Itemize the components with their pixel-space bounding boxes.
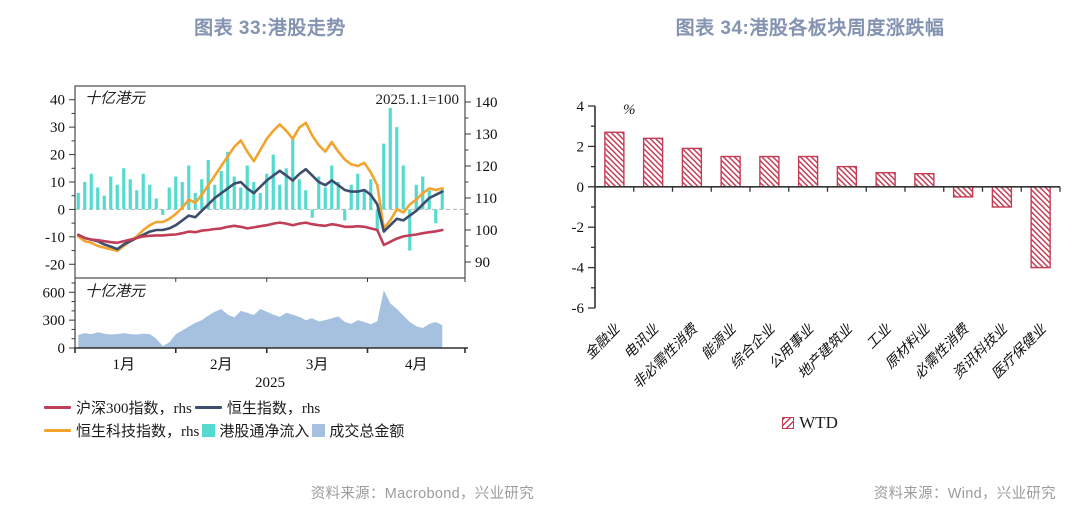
svg-text:140: 140	[475, 95, 498, 111]
svg-text:0: 0	[58, 202, 66, 218]
svg-text:300: 300	[43, 313, 66, 329]
fig33-main-plot: -20 -10 0 10 20 30 40 90 100 110 120 130 140 十亿港元 2025…	[45, 85, 498, 282]
line-series	[77, 121, 444, 253]
figure34-source: 资料来源：Wind，兴业研究	[873, 486, 1056, 502]
svg-text:600: 600	[43, 285, 66, 301]
legend-label: 恒生科技指数，rhs	[76, 424, 200, 440]
month-label: 4月	[405, 357, 428, 373]
right-axis: 90 100 110 120 130 140	[465, 95, 498, 271]
svg-text:-10: -10	[45, 230, 65, 246]
sector-label: 工业	[863, 321, 895, 353]
legend-label: 港股通净流入	[219, 424, 310, 440]
month-label: 2月	[210, 357, 233, 373]
left-axis: -20 -10 0 10 20 30 40	[45, 93, 75, 273]
legend-item: 成交总金额	[312, 420, 404, 441]
legend-square-swatch	[312, 424, 326, 437]
sector-bar	[604, 131, 625, 188]
sector-bar	[642, 137, 664, 188]
svg-text:10: 10	[50, 175, 65, 191]
legend-item: 恒生指数，rhs	[194, 397, 321, 418]
fig34-plot: -6 -4 -2 0 2 4%	[572, 99, 1061, 317]
figure34-legend: WTD	[540, 413, 1080, 433]
legend-square-swatch	[202, 424, 216, 437]
legend-line-swatch	[44, 428, 71, 433]
turnover-area	[78, 290, 443, 348]
sector-bar	[720, 155, 741, 188]
wtd-legend-label: WTD	[799, 413, 838, 432]
year-label: 2025	[255, 375, 285, 388]
month-label: 3月	[306, 357, 329, 373]
svg-text:20: 20	[50, 148, 65, 164]
legend-label: 沪深300指数，rhs	[76, 401, 192, 417]
figure34-title: 图表 34:港股各板块周度涨跌幅	[675, 18, 945, 39]
svg-text:-20: -20	[45, 257, 65, 273]
legend-item: 港股通净流入	[202, 420, 309, 441]
sector-bar	[681, 147, 703, 188]
svg-text:-4: -4	[572, 261, 585, 277]
line-series	[77, 221, 444, 247]
legend-label: 恒生指数，rhs	[226, 401, 321, 417]
wtd-bars	[604, 131, 1051, 269]
svg-text:120: 120	[475, 159, 498, 175]
legend-row: 恒生科技指数，rhs 港股通净流入 成交总金额	[44, 420, 407, 441]
svg-text:-6: -6	[572, 301, 585, 317]
svg-text:110: 110	[475, 191, 497, 207]
svg-text:30: 30	[50, 120, 65, 136]
netflow-bars	[76, 107, 444, 251]
main-plot-frame	[74, 85, 466, 279]
legend-item: 沪深300指数，rhs	[44, 397, 192, 418]
figure33-title: 图表 33:港股走势	[194, 18, 346, 39]
sector-bar	[991, 186, 1013, 208]
svg-text:130: 130	[475, 127, 498, 143]
legend-row: 沪深300指数，rhs 恒生指数，rhs	[44, 397, 407, 418]
sector-bar	[836, 165, 858, 188]
sector-bar	[952, 186, 974, 198]
svg-text:2: 2	[577, 139, 585, 155]
main-unit-label: 十亿港元	[85, 90, 146, 107]
figure33-legend: 沪深300指数，rhs 恒生指数，rhs 恒生科技指数，rhs 港股通净流入 成交总金额	[44, 397, 407, 441]
legend-label: 成交总金额	[329, 424, 405, 440]
sector-bar	[1030, 186, 1051, 269]
legend-line-swatch	[194, 405, 222, 410]
sector-bar	[914, 172, 935, 188]
legend-item: 恒生科技指数，rhs	[44, 420, 199, 441]
fig33-turnover-subplot: 0 300 600 1月 2月 3月 4月 2025 十亿港元	[43, 281, 468, 388]
sector-bar	[759, 155, 780, 188]
svg-text:90: 90	[475, 255, 490, 271]
hk-market-trend-chart: -20 -10 0 10 20 30 40 90 100 110 120 130 140 十亿港元 2025…	[43, 85, 498, 388]
figure33-source: 资料来源：Macrobond，兴业研究	[310, 486, 534, 502]
svg-text:4: 4	[577, 99, 585, 115]
sector-bar	[875, 171, 896, 188]
month-label: 1月	[112, 357, 135, 373]
rebase-annotation: 2025.1.1=100	[376, 92, 459, 108]
legend-line-swatch	[44, 405, 71, 410]
svg-text:0: 0	[577, 180, 585, 196]
svg-text:0: 0	[58, 341, 66, 357]
sub-unit-label: 十亿港元	[85, 283, 146, 300]
wtd-hatched-swatch	[782, 417, 795, 429]
sector-bar	[797, 155, 819, 188]
sector-label: 金融业	[582, 321, 624, 363]
svg-text:-2: -2	[572, 220, 585, 236]
svg-text:40: 40	[50, 93, 65, 109]
svg-text:100: 100	[475, 223, 498, 239]
percent-unit-label: %	[623, 102, 636, 118]
